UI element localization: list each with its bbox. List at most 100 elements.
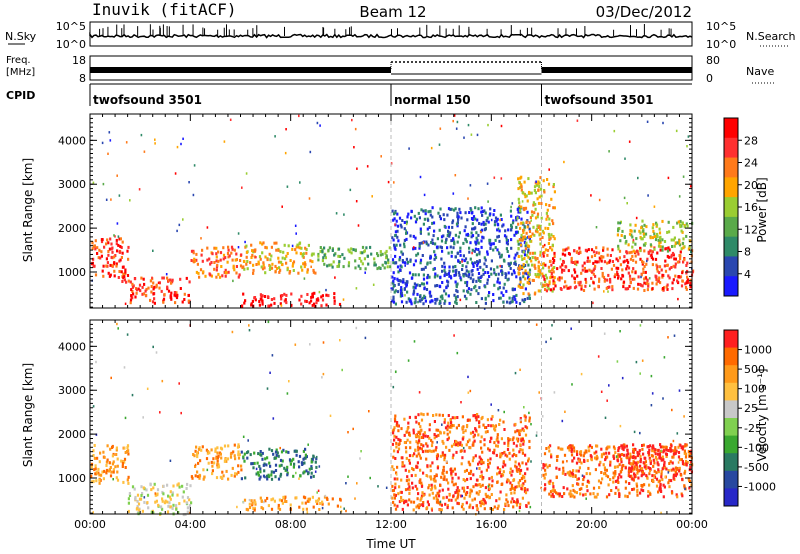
data-cell [227, 245, 230, 249]
data-cell [616, 270, 619, 274]
colorbar-tick-label: -100 [744, 441, 769, 454]
data-cell [525, 241, 528, 245]
data-cell [522, 263, 525, 266]
data-cell [100, 473, 103, 477]
data-cell [681, 494, 684, 498]
data-cell [434, 448, 437, 452]
data-cell [617, 476, 620, 480]
data-cell [443, 420, 446, 424]
data-cell [548, 280, 551, 284]
data-cell [257, 473, 260, 477]
data-cell [550, 453, 553, 457]
data-cell [647, 282, 650, 286]
data-cell [488, 487, 491, 491]
data-cell [478, 286, 481, 290]
data-cell [506, 300, 509, 304]
data-cell [672, 238, 675, 242]
data-cell [312, 268, 315, 272]
data-cell [519, 185, 522, 189]
data-cell [428, 493, 431, 497]
data-cell [287, 244, 290, 248]
data-cell [127, 257, 130, 261]
data-cell [462, 274, 465, 278]
data-cell [354, 127, 357, 131]
data-cell [154, 142, 156, 145]
data-cell [93, 456, 96, 460]
data-cell [526, 281, 529, 285]
data-cell [225, 469, 228, 473]
data-cell [241, 186, 243, 189]
data-cell [677, 461, 680, 464]
data-cell [670, 253, 673, 257]
data-cell [457, 443, 460, 447]
data-cell [542, 466, 545, 470]
data-cell [644, 465, 647, 469]
data-cell [93, 444, 96, 447]
data-cell [476, 238, 479, 242]
data-cell [319, 249, 322, 253]
data-cell [545, 203, 548, 207]
data-cell [593, 451, 596, 455]
data-cell [651, 257, 655, 261]
data-cell [399, 243, 402, 247]
data-cell [426, 227, 429, 231]
data-cell [329, 414, 332, 417]
x-tick-label: 00:00 [74, 518, 106, 531]
data-cell [553, 281, 556, 285]
data-cell [399, 294, 402, 298]
data-cell [419, 299, 422, 303]
data-cell [571, 472, 575, 476]
data-cell [593, 287, 596, 291]
data-cell [678, 195, 681, 198]
data-cell [198, 275, 201, 279]
data-cell [538, 289, 542, 293]
data-cell [306, 511, 309, 514]
data-cell [497, 504, 500, 508]
data-cell [675, 493, 678, 497]
data-cell [658, 227, 661, 231]
data-cell [409, 258, 412, 262]
data-cell [592, 261, 595, 265]
data-cell [292, 474, 295, 478]
data-cell [317, 258, 320, 262]
data-cell [499, 264, 501, 268]
data-cell [391, 281, 394, 285]
data-cell [630, 250, 633, 254]
data-cell [136, 493, 140, 497]
data-cell [505, 273, 508, 277]
data-cell [601, 274, 604, 278]
data-cell [652, 229, 655, 233]
data-cell [599, 258, 602, 262]
data-cell [217, 465, 221, 469]
data-cell [448, 448, 451, 452]
data-cell [396, 229, 399, 233]
data-cell [400, 478, 403, 482]
data-cell [312, 252, 315, 256]
data-cell [267, 320, 270, 324]
data-cell [631, 456, 635, 459]
data-cell [327, 248, 330, 252]
data-cell [494, 428, 497, 432]
data-cell [464, 429, 467, 433]
data-cell [523, 257, 526, 260]
data-cell [498, 468, 502, 471]
data-cell [282, 250, 285, 254]
data-cell [364, 271, 366, 274]
data-cell [563, 285, 566, 289]
data-cell [151, 300, 155, 304]
data-cell [519, 471, 522, 475]
data-cell [518, 209, 522, 213]
data-cell [397, 239, 400, 243]
data-cell [585, 484, 588, 488]
data-cell [657, 468, 660, 472]
data-cell [140, 485, 143, 489]
data-cell [573, 495, 576, 499]
data-cell [145, 293, 148, 297]
data-cell [457, 493, 460, 497]
data-cell [520, 254, 523, 258]
data-cell [632, 240, 635, 244]
data-cell [518, 506, 521, 509]
data-cell [154, 493, 157, 497]
data-cell [647, 445, 650, 448]
data-cell [189, 484, 192, 488]
